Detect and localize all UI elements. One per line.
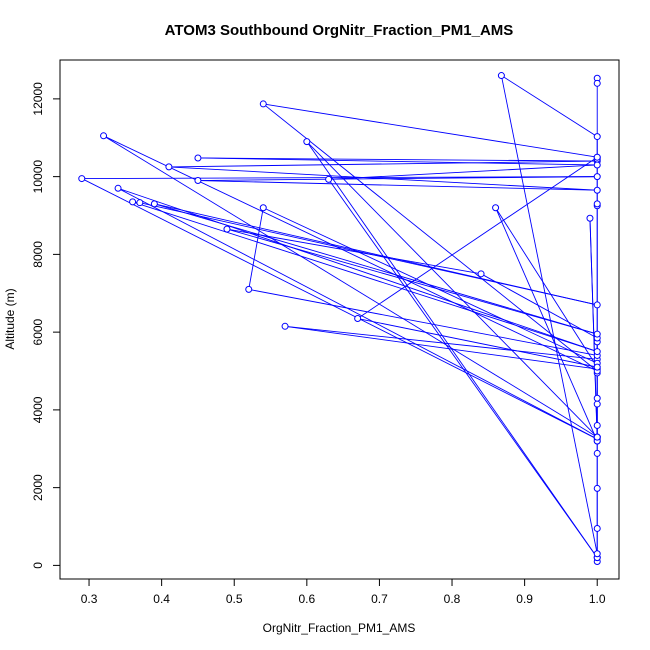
data-point [281, 322, 289, 330]
series-line-segment [197, 157, 598, 166]
series-line-segment [495, 207, 598, 442]
x-tick-label: 0.3 [81, 592, 98, 606]
data-point [259, 204, 267, 212]
series-line-segment [226, 228, 482, 275]
plot-frame [59, 59, 620, 580]
series-points [78, 72, 601, 566]
data-point [259, 100, 267, 108]
data-point [593, 363, 601, 371]
y-tick-label: 6000 [31, 318, 45, 345]
series-line-segment [168, 160, 598, 168]
series-line-segment [81, 176, 598, 180]
series-line-segment [284, 325, 598, 370]
series-line-segment [480, 273, 598, 339]
x-tick-label: 0.9 [516, 592, 533, 606]
data-point [593, 394, 601, 402]
chart-title: ATOM3 Southbound OrgNitr_Fraction_PM1_AM… [165, 22, 514, 39]
data-point [593, 400, 601, 408]
series-line-segment [168, 166, 598, 191]
x-tick-label: 0.7 [371, 592, 388, 606]
series-line-segment [357, 318, 598, 368]
series-line-segment [103, 135, 598, 438]
data-point [150, 200, 158, 208]
series-line-segment [117, 187, 598, 352]
data-point [586, 214, 594, 222]
series-line-segment [197, 157, 598, 162]
x-axis-label: OrgNitr_Fraction_PM1_AMS [263, 621, 416, 635]
series-line-segment [328, 164, 598, 180]
data-point [593, 186, 601, 194]
y-tick-label: 10000 [31, 160, 45, 194]
data-point [593, 421, 601, 429]
data-point [593, 161, 601, 169]
data-point [593, 153, 601, 161]
data-point [593, 449, 601, 457]
series-line-segment [306, 141, 598, 558]
data-point [223, 225, 231, 233]
data-point [593, 200, 601, 208]
series-line-segment [306, 141, 598, 438]
data-point [593, 79, 601, 87]
series-line-segment [103, 135, 598, 372]
data-point [194, 154, 202, 162]
x-tick-label: 1.0 [589, 592, 606, 606]
y-axis-label: Altitude (m) [3, 288, 17, 349]
data-point [593, 330, 601, 338]
y-tick-label: 4000 [31, 396, 45, 423]
y-axis: 0 2000 4000 6000 8000 10000 12000 [31, 82, 60, 569]
x-axis: 0.3 0.4 0.5 0.6 0.7 0.8 0.9 1.0 [81, 579, 606, 606]
y-tick-label: 0 [31, 562, 45, 569]
x-tick-label: 0.5 [226, 592, 243, 606]
data-point [492, 204, 500, 212]
y-tick-label: 8000 [31, 241, 45, 268]
data-point [100, 132, 108, 140]
data-point [136, 199, 144, 207]
series-line-segment [500, 75, 598, 554]
data-point [593, 173, 601, 181]
data-point [593, 484, 601, 492]
data-point [593, 524, 601, 532]
series-line-segment [495, 207, 598, 368]
series-line-segment [357, 156, 598, 319]
y-tick-label: 12000 [31, 82, 45, 116]
series-line-segment [262, 103, 598, 372]
data-point [354, 315, 362, 323]
data-point [165, 163, 173, 171]
series-line-segment [197, 180, 598, 191]
series-line-segment [263, 207, 598, 364]
series-line-segment [263, 103, 598, 158]
series-line-segment [197, 176, 598, 181]
series-line-segment [132, 201, 598, 353]
data-point [325, 175, 333, 183]
series-line-segment [501, 75, 598, 137]
series-line-segment [285, 325, 598, 360]
data-point [593, 133, 601, 141]
data-point [194, 177, 202, 185]
series-line-segment [117, 187, 598, 440]
data-point [245, 285, 253, 293]
series-line-segment [328, 179, 598, 558]
data-point [593, 550, 601, 558]
data-point [303, 138, 311, 146]
data-point [129, 198, 137, 206]
series-line-segment [81, 178, 598, 440]
data-point [593, 301, 601, 309]
data-point [477, 270, 485, 278]
series-lines [81, 75, 598, 562]
data-point [114, 184, 122, 192]
x-tick-label: 0.4 [153, 592, 170, 606]
x-tick-label: 0.6 [298, 592, 315, 606]
series-line-segment [139, 202, 598, 306]
y-tick-label: 2000 [31, 474, 45, 501]
data-point [78, 175, 86, 183]
series-line-segment [248, 288, 598, 356]
data-point [593, 433, 601, 441]
series-line-segment [248, 207, 264, 290]
data-point [497, 72, 505, 80]
x-tick-label: 0.8 [444, 592, 461, 606]
data-point [593, 348, 601, 356]
